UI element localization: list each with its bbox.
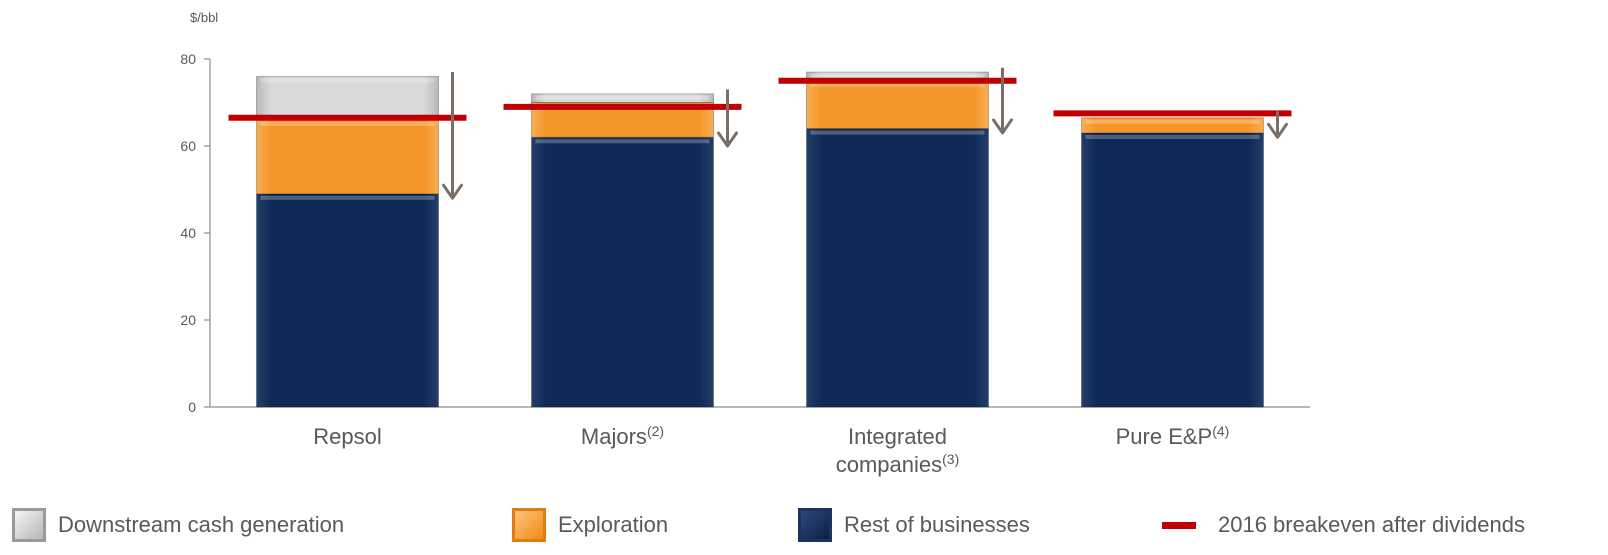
legend-item-exploration: Exploration: [512, 508, 668, 542]
y-tick-label: 40: [180, 225, 196, 241]
category-footnote-majors: (2): [647, 423, 664, 439]
bar-exploration-pure-e-p: [1081, 117, 1264, 134]
category-label-integrated-companies: Integrated: [848, 424, 947, 449]
legend-label-rest: Rest of businesses: [844, 512, 1030, 537]
bar-exploration-integrated-companies: [806, 80, 989, 130]
bar-rest-of-businesses-majors: [531, 136, 714, 408]
arrow-layer: [442, 67, 1288, 200]
legend-item-rest: Rest of businesses: [798, 508, 1030, 542]
category-label-integrated-companies-line2: companies(3): [836, 451, 960, 477]
category-footnote-integrated-companies: (3): [942, 451, 959, 467]
legend-item-downstream: Downstream cash generation: [12, 508, 344, 542]
legend-label-breakeven: 2016 breakeven after dividends: [1218, 512, 1525, 537]
category-label-majors: Majors(2): [581, 423, 664, 449]
reduction-arrow-pure-e-p: [1267, 111, 1288, 139]
y-tick-label: 20: [180, 312, 196, 328]
legend: Downstream cash generation Exploration R…: [0, 508, 1608, 555]
reduction-arrow-majors: [717, 89, 738, 148]
legend-swatch-downstream: [12, 508, 46, 542]
y-tick-label: 80: [180, 51, 196, 67]
legend-swatch-rest: [798, 508, 832, 542]
legend-swatch-exploration: [512, 508, 546, 542]
bar-layer: [256, 71, 1264, 408]
legend-item-breakeven: 2016 breakeven after dividends: [1162, 508, 1525, 542]
bar-exploration-repsol: [256, 119, 439, 195]
legend-swatch-breakeven: [1162, 521, 1196, 529]
y-tick-label: 0: [188, 399, 196, 415]
y-tick-label: 60: [180, 138, 196, 154]
bar-rest-of-businesses-pure-e-p: [1081, 132, 1264, 408]
reduction-arrow-repsol: [442, 72, 463, 200]
category-label-repsol: Repsol: [313, 424, 381, 449]
bar-downstream-cash-generation-majors: [531, 93, 714, 104]
reduction-arrow-integrated-companies: [992, 67, 1013, 135]
category-footnote-pure-e-p: (4): [1212, 423, 1229, 439]
stacked-bar-chart: $/bbl 0 20 40 60 80 Repsol Majors(2) Integrate…: [180, 10, 1310, 477]
legend-label-exploration: Exploration: [558, 512, 669, 537]
category-label-pure-e-p: Pure E&P(4): [1116, 423, 1230, 449]
legend-label-downstream: Downstream cash generation: [58, 512, 345, 537]
bar-rest-of-businesses-repsol: [256, 193, 439, 408]
breakeven-layer: [228, 77, 1292, 121]
bar-rest-of-businesses-integrated-companies: [806, 128, 989, 408]
bar-downstream-cash-generation-repsol: [256, 75, 439, 121]
y-axis-unit: $/bbl: [190, 10, 218, 25]
